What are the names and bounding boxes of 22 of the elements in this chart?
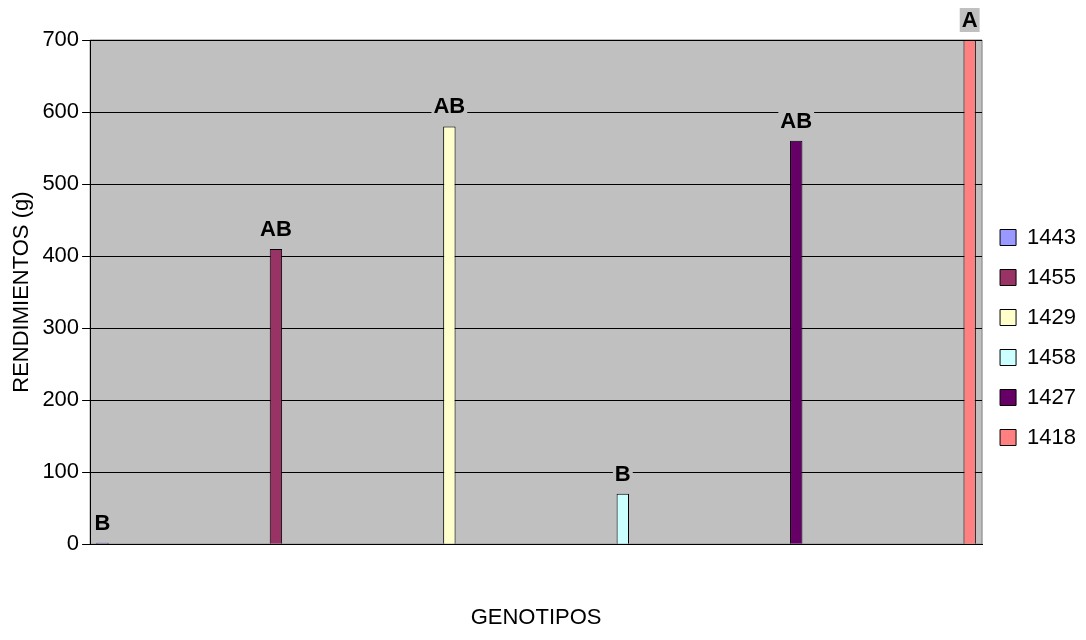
data-label: A: [961, 7, 978, 33]
y-tick-label: 200: [42, 386, 80, 412]
data-label: AB: [433, 93, 466, 119]
legend-label: 1455: [1027, 263, 1077, 289]
y-tick-label: 100: [42, 458, 80, 484]
legend-label: 1429: [1027, 303, 1077, 329]
legend-label: 1458: [1027, 343, 1077, 369]
y-tick-label: 700: [42, 26, 80, 52]
data-label: B: [94, 509, 111, 535]
y-tick-label: 0: [66, 530, 80, 556]
y-tick-label: 600: [42, 98, 80, 124]
legend-label: 1427: [1027, 383, 1077, 409]
data-label: AB: [260, 215, 292, 241]
y-axis-title: RENDIMIENTOS (g): [8, 191, 34, 393]
legend-label: 1418: [1027, 423, 1077, 449]
x-axis-title: GENOTIPOS: [470, 603, 602, 629]
data-label: B: [614, 460, 631, 486]
data-label: AB: [780, 107, 813, 133]
legend-label: 1443: [1027, 223, 1077, 249]
y-tick-label: 500: [42, 170, 80, 196]
y-tick-label: 400: [42, 242, 80, 268]
y-tick-label: 300: [42, 314, 80, 340]
